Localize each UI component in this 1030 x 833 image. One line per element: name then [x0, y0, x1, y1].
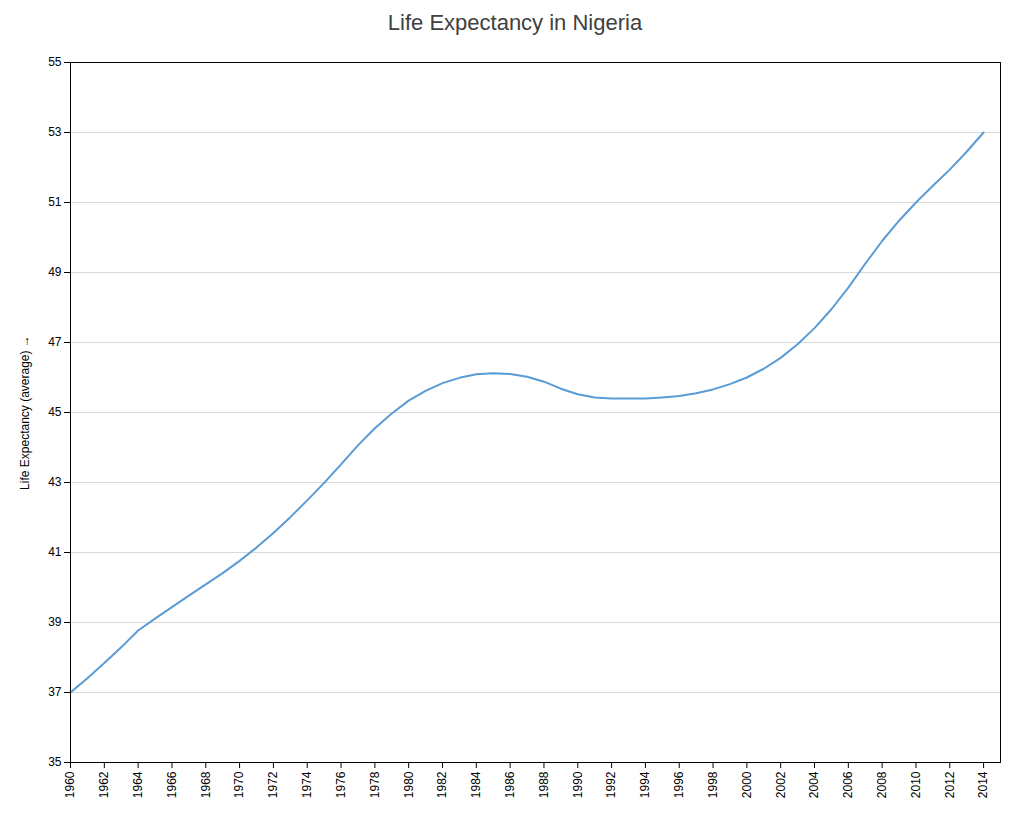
- svg-text:2012: 2012: [943, 771, 957, 798]
- svg-text:2000: 2000: [740, 771, 754, 798]
- svg-text:2002: 2002: [774, 771, 788, 798]
- svg-text:1966: 1966: [165, 771, 179, 798]
- svg-text:37: 37: [48, 685, 62, 699]
- svg-text:1974: 1974: [300, 771, 314, 798]
- svg-text:1960: 1960: [63, 771, 77, 798]
- svg-text:2010: 2010: [909, 771, 923, 798]
- svg-text:Life Expectancy (average) →: Life Expectancy (average) →: [18, 335, 32, 490]
- svg-text:1998: 1998: [706, 771, 720, 798]
- svg-text:1970: 1970: [232, 771, 246, 798]
- svg-text:1968: 1968: [199, 771, 213, 798]
- svg-text:41: 41: [48, 545, 62, 559]
- svg-text:1976: 1976: [334, 771, 348, 798]
- svg-text:1996: 1996: [672, 771, 686, 798]
- svg-text:1994: 1994: [638, 771, 652, 798]
- html-text:Life Expectancy in Nigeria: Life Expectancy in Nigeria: [387, 10, 643, 35]
- svg-text:2006: 2006: [841, 771, 855, 798]
- svg-text:47: 47: [48, 335, 62, 349]
- svg-text:1988: 1988: [537, 771, 551, 798]
- svg-text:49: 49: [48, 265, 62, 279]
- svg-text:2014: 2014: [976, 771, 990, 798]
- svg-text:51: 51: [48, 195, 62, 209]
- svg-text:1992: 1992: [604, 771, 618, 798]
- svg-text:1984: 1984: [469, 771, 483, 798]
- svg-text:45: 45: [48, 405, 62, 419]
- svg-text:2004: 2004: [807, 771, 821, 798]
- svg-text:1978: 1978: [368, 771, 382, 798]
- svg-text:1980: 1980: [402, 771, 416, 798]
- svg-text:1986: 1986: [503, 771, 517, 798]
- svg-text:1962: 1962: [97, 771, 111, 798]
- svg-text:35: 35: [48, 755, 62, 769]
- svg-text:1964: 1964: [131, 771, 145, 798]
- svg-text:55: 55: [48, 55, 62, 69]
- svg-text:53: 53: [48, 125, 62, 139]
- svg-text:1972: 1972: [266, 771, 280, 798]
- svg-text:1990: 1990: [571, 771, 585, 798]
- svg-text:2008: 2008: [875, 771, 889, 798]
- svg-text:1982: 1982: [435, 771, 449, 798]
- svg-text:39: 39: [48, 615, 62, 629]
- svg-text:43: 43: [48, 475, 62, 489]
